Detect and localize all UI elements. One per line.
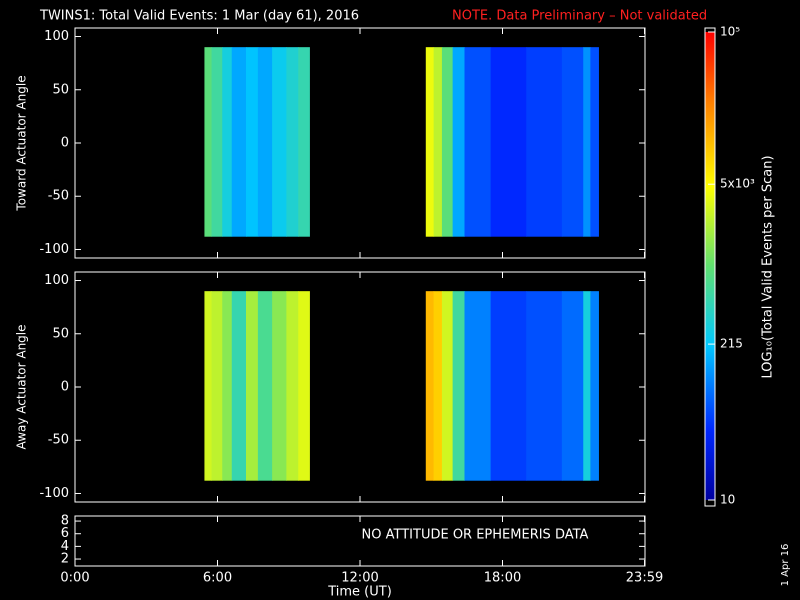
heat-cell	[452, 47, 465, 237]
heat-cell	[204, 47, 213, 237]
heat-cell	[433, 47, 443, 237]
x-axis-label: Time (UT)	[327, 585, 392, 600]
heat-cell	[231, 291, 247, 481]
x-tick-label: 6:00	[203, 571, 232, 586]
y-tick-label: 50	[52, 82, 69, 97]
heat-cell	[298, 47, 310, 237]
heat-cell	[231, 47, 247, 237]
heat-cell	[257, 47, 273, 237]
colorbar-tick-label: 10	[720, 493, 735, 507]
heat-cell	[526, 47, 563, 237]
heat-cell	[561, 47, 584, 237]
y-tick-label: 50	[52, 326, 69, 341]
heat-cell	[211, 47, 223, 237]
heat-cell	[272, 47, 287, 237]
heat-cell	[583, 47, 591, 237]
heat-cell	[222, 291, 233, 481]
y-tick-label: 100	[44, 273, 69, 288]
chart-title: TWINS1: Total Valid Events: 1 Mar (day 6…	[39, 9, 359, 24]
heat-cell	[464, 47, 492, 237]
y-tick-label: 0	[61, 380, 69, 395]
date-stamp: 1 Apr 16	[780, 544, 791, 587]
heat-cell	[561, 291, 584, 481]
heat-cell	[441, 47, 454, 237]
heat-cell	[211, 291, 223, 481]
y-tick-label: -50	[48, 433, 69, 448]
heat-cell	[433, 291, 443, 481]
y-tick-label: 2	[61, 552, 69, 567]
x-tick-label: 23:59	[626, 571, 663, 586]
y-tick-label: 0	[61, 136, 69, 151]
heat-cell	[526, 291, 563, 481]
heat-cell	[590, 47, 599, 237]
heat-cell	[490, 291, 527, 481]
heat-cell	[425, 291, 435, 481]
x-tick-label: 12:00	[341, 571, 378, 586]
colorbar-tick-label: 10⁵	[720, 25, 740, 39]
heat-cell	[222, 47, 233, 237]
heat-cell	[452, 291, 465, 481]
heat-cell	[464, 291, 492, 481]
heat-cell	[204, 291, 213, 481]
colorbar-label: LOG₁₀(Total Valid Events per Scan)	[761, 155, 776, 378]
x-tick-label: 0:00	[60, 571, 89, 586]
y-tick-label: 4	[61, 539, 69, 554]
y-axis-label: Toward Actuator Angle	[15, 75, 29, 211]
status-annotation: NO ATTITUDE OR EPHEMERIS DATA	[362, 528, 589, 543]
heat-cell	[490, 47, 527, 237]
heat-cell	[246, 291, 259, 481]
y-tick-label: -50	[48, 189, 69, 204]
y-tick-label: 8	[61, 514, 69, 529]
y-tick-label: -100	[39, 486, 69, 501]
heat-cell	[286, 291, 299, 481]
y-tick-label: 6	[61, 526, 69, 541]
heat-cell	[590, 291, 599, 481]
heat-cell	[257, 291, 273, 481]
heat-cell	[298, 291, 310, 481]
heat-cell	[583, 291, 591, 481]
heat-cell	[246, 47, 259, 237]
colorbar-frame	[704, 27, 716, 507]
colorbar-tick-label: 5x10³	[720, 177, 755, 191]
heat-cell	[425, 47, 435, 237]
colorbar-tick-label: 215	[720, 337, 743, 351]
colorbar	[705, 32, 715, 500]
note: NOTE. Data Preliminary – Not validated	[452, 9, 707, 24]
y-tick-label: -100	[39, 242, 69, 257]
heat-cell	[272, 291, 287, 481]
y-axis-label: Away Actuator Angle	[15, 324, 29, 449]
heat-cell	[286, 47, 299, 237]
y-tick-label: 100	[44, 29, 69, 44]
x-tick-label: 18:00	[484, 571, 521, 586]
heat-cell	[441, 291, 454, 481]
